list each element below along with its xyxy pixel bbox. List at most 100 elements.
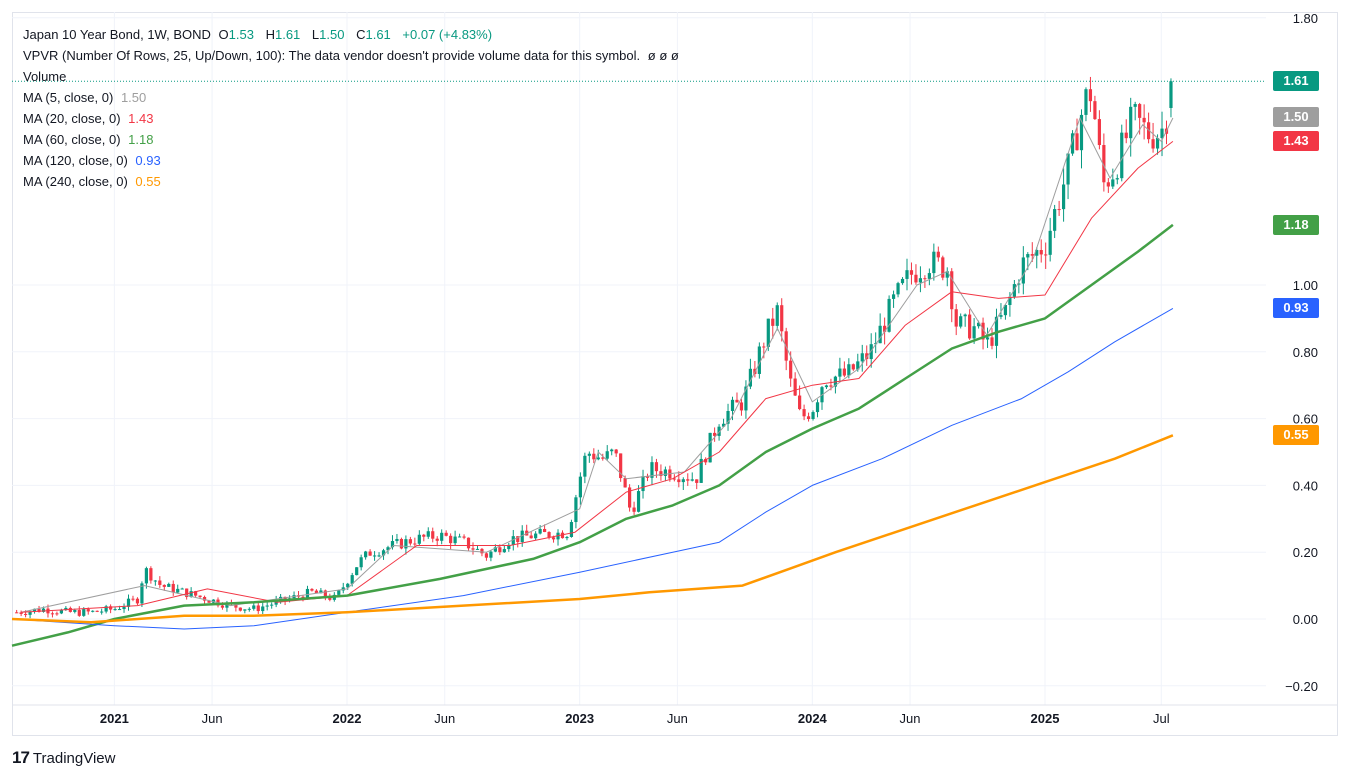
ma240-row: MA (240, close, 0) 0.55 [23, 171, 683, 192]
candle-body [1061, 184, 1066, 210]
candle-body [529, 535, 533, 539]
candle-body [1133, 104, 1137, 107]
candle-body [149, 568, 153, 581]
candle-body [891, 294, 896, 299]
candle-body [623, 478, 627, 488]
candle-body [417, 534, 421, 544]
candle-body [686, 479, 690, 481]
candle-body [936, 251, 940, 258]
candle-body [578, 476, 582, 498]
ma120-row: MA (120, close, 0) 0.93 [23, 150, 683, 171]
candle-body [959, 316, 963, 327]
candle-body [990, 337, 994, 346]
candle-body [1035, 250, 1039, 256]
candle-body [28, 611, 32, 615]
candle-body [614, 449, 618, 454]
candle-body [270, 604, 274, 606]
candle-body [704, 458, 708, 463]
candle-body [109, 606, 113, 610]
candle-body [1115, 178, 1119, 180]
candle-body [663, 469, 667, 476]
x-tick-label: 2023 [565, 711, 594, 726]
candle-body [59, 609, 63, 614]
candle-body [1021, 257, 1025, 284]
candle-body [1044, 254, 1048, 256]
candle-body [1155, 138, 1160, 149]
ma-line-3 [11, 223, 1174, 647]
candle-body [86, 609, 90, 612]
candle-body [945, 271, 949, 278]
candle-body [918, 278, 923, 283]
candle-body [690, 479, 694, 481]
ma240-value: 0.55 [135, 174, 161, 189]
candle-body [592, 453, 596, 460]
candle-body [883, 325, 887, 332]
candle-body [144, 568, 149, 584]
candle-body [560, 532, 565, 539]
candle-body [413, 543, 417, 545]
ma60-value: 1.18 [128, 132, 154, 147]
y-tick-label: 1.00 [1293, 278, 1318, 293]
candle-body [359, 557, 363, 568]
candle-body [462, 536, 466, 538]
tradingview-logo-icon: 17 [12, 748, 30, 767]
footer-brand[interactable]: 17 TradingView [12, 748, 115, 768]
open-label: O [218, 27, 229, 42]
vpvr-empty-values: ø ø ø [647, 48, 679, 63]
candle-body [1120, 132, 1124, 179]
candle-body [135, 598, 140, 604]
candle-body [444, 532, 448, 536]
symbol-title: Japan 10 Year Bond, 1W, BOND [23, 27, 211, 42]
x-tick-label: Jun [202, 711, 223, 726]
y-tick-label: 0.20 [1293, 545, 1318, 560]
volume-row: Volume [23, 66, 683, 87]
candle-body [131, 598, 135, 600]
ma-line-2 [21, 141, 1174, 613]
candle-body [1084, 89, 1088, 115]
ma240-label: MA (240, close, 0) [23, 174, 128, 189]
chart-frame[interactable] [12, 12, 1338, 736]
candle-body [471, 548, 475, 550]
candle-body [900, 278, 905, 284]
ma120-label: MA (120, close, 0) [23, 153, 128, 168]
candle-body [860, 353, 864, 362]
ma20-value: 1.43 [128, 111, 154, 126]
candle-body [641, 476, 645, 492]
candle-body [453, 536, 457, 544]
x-tick-label: 2024 [798, 711, 828, 726]
candle-body [153, 580, 157, 582]
candle-body [1048, 230, 1052, 255]
candle-body [247, 608, 251, 610]
candle-body [914, 274, 918, 283]
candle-body [976, 322, 981, 327]
candle-body [37, 608, 41, 612]
brand-name: TradingView [32, 749, 116, 767]
ma20-label: MA (20, close, 0) [23, 111, 121, 126]
candle-body [726, 411, 730, 424]
candle-body [364, 551, 368, 558]
candle-body [941, 257, 945, 278]
candle-body [1070, 133, 1075, 154]
candle-body [878, 325, 882, 344]
candle-body [713, 432, 717, 436]
candle-body [708, 432, 712, 463]
candle-body [981, 322, 985, 340]
candle-body [1124, 132, 1128, 139]
candle-body [999, 315, 1003, 317]
candle-body [856, 361, 860, 370]
x-tick-label: Jun [900, 711, 921, 726]
candle-body [610, 449, 614, 452]
candle-body [681, 479, 685, 483]
candle-body [346, 583, 350, 588]
candle-body [650, 462, 654, 478]
x-tick-label: 2025 [1031, 711, 1060, 726]
candle-body [789, 360, 793, 379]
y-tick-label: 0.00 [1293, 612, 1318, 627]
candle-body [350, 575, 354, 584]
candle-body [457, 536, 462, 538]
x-tick-label: Jul [1153, 711, 1170, 726]
candle-body [117, 609, 122, 611]
candle-body [140, 583, 144, 604]
vpvr-row: VPVR (Number Of Rows, 25, Up/Down, 100):… [23, 45, 683, 66]
